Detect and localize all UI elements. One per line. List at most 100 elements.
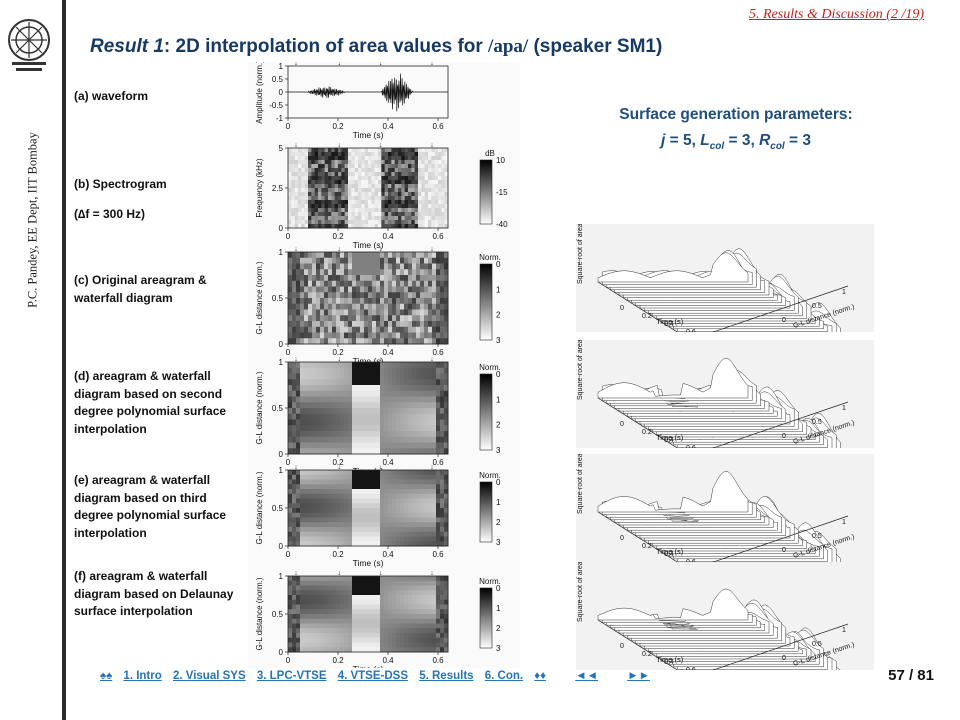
areagram-cell bbox=[388, 309, 393, 316]
areagram-cell bbox=[316, 431, 321, 438]
areagram-cell bbox=[328, 442, 333, 449]
spectrogram-cell bbox=[314, 224, 319, 229]
areagram-cell bbox=[316, 292, 321, 299]
areagram-cell bbox=[380, 315, 385, 322]
areagram-cell bbox=[344, 431, 349, 438]
areagram-cell bbox=[304, 280, 309, 287]
areagram-cell bbox=[392, 522, 397, 528]
areagram-cell bbox=[304, 493, 309, 499]
nav-intro-link[interactable]: 1. Intro bbox=[123, 670, 162, 682]
spectrogram-cell bbox=[391, 148, 396, 153]
areagram-cell bbox=[320, 269, 325, 276]
areagram-cell bbox=[324, 326, 329, 333]
areagram-cell bbox=[296, 527, 301, 533]
spectrogram-cell bbox=[428, 204, 432, 209]
areagram-cell bbox=[400, 479, 405, 485]
areagram-cell bbox=[328, 332, 333, 339]
areagram-cell bbox=[340, 527, 345, 533]
nav-prev-link[interactable]: ◄◄ bbox=[575, 670, 599, 682]
areagram-cell bbox=[436, 419, 441, 426]
nav-next-link[interactable]: ►► bbox=[627, 670, 650, 682]
areagram-cell bbox=[384, 493, 389, 499]
colorbar-tick-label: 0 bbox=[496, 260, 501, 269]
spectrogram-cell bbox=[404, 180, 409, 185]
areagram-cell bbox=[300, 489, 305, 495]
areagram-cell bbox=[428, 474, 433, 480]
areagram-cell bbox=[328, 647, 333, 653]
areagram-cell bbox=[400, 315, 405, 322]
colorbar-tick-label: 1 bbox=[496, 395, 501, 404]
areagram-cell bbox=[288, 479, 293, 485]
spectrogram-cell bbox=[334, 192, 339, 197]
nav-con-link[interactable]: 6. Con. bbox=[484, 670, 524, 682]
areagram-cell bbox=[392, 442, 397, 449]
spectrogram-cell bbox=[444, 192, 449, 197]
areagram-cell bbox=[400, 379, 405, 386]
colorbar-tick-label: 3 bbox=[496, 644, 501, 653]
areagram-cell bbox=[292, 257, 297, 264]
nav-vtse-dss-link[interactable]: 4. VTSE-DSS bbox=[337, 670, 409, 682]
areagram-cell bbox=[348, 315, 353, 322]
nav-up-link[interactable]: ♦♦ bbox=[534, 670, 547, 682]
spectrogram-cell bbox=[358, 220, 362, 225]
spectrogram-cell bbox=[318, 160, 322, 165]
areagram-cell bbox=[392, 531, 397, 537]
spectrogram-cell bbox=[411, 156, 416, 161]
areagram-cell bbox=[288, 315, 293, 322]
areagram-cell bbox=[288, 628, 293, 634]
spectrogram-cell bbox=[444, 164, 449, 169]
areagram-cell bbox=[352, 315, 357, 322]
spectrogram-cell bbox=[444, 212, 449, 217]
areagram-cell bbox=[444, 576, 449, 582]
areagram-cell bbox=[424, 595, 429, 601]
areagram-cell bbox=[392, 280, 397, 287]
areagram-cell bbox=[384, 257, 389, 264]
areagram-cell bbox=[372, 604, 377, 610]
colorbar bbox=[479, 159, 493, 225]
areagram-cell bbox=[388, 536, 393, 542]
areagram-cell bbox=[328, 385, 333, 392]
areagram-cell bbox=[304, 609, 309, 615]
areagram-cell bbox=[288, 585, 293, 591]
areagram-cell bbox=[404, 637, 409, 643]
colorbar-tick-label: 0 bbox=[496, 584, 501, 593]
areagram-cell bbox=[440, 580, 445, 586]
areagram-cell bbox=[380, 599, 385, 605]
spectrogram-cell bbox=[288, 168, 292, 173]
nav-results-link[interactable]: 5. Results bbox=[419, 670, 474, 682]
areagram-cell bbox=[380, 362, 385, 369]
areagram-cell bbox=[288, 436, 293, 443]
colorbar-tick-label: 2 bbox=[496, 624, 501, 633]
areagram-cell bbox=[436, 431, 441, 438]
spectrogram-cell bbox=[408, 184, 412, 189]
areagram-cell bbox=[420, 484, 425, 490]
areagram-cell bbox=[432, 623, 437, 629]
areagram-cell bbox=[324, 604, 329, 610]
areagram-cell bbox=[376, 517, 381, 523]
areagram-cell bbox=[364, 402, 369, 409]
areagram-cell bbox=[316, 413, 321, 420]
areagram-cell bbox=[360, 326, 365, 333]
areagram-cell bbox=[436, 326, 441, 333]
areagram-cell bbox=[392, 484, 397, 490]
nav-first-link[interactable]: ♠♠ bbox=[100, 670, 113, 682]
areagram-cell bbox=[352, 390, 357, 397]
spectrogram-cell bbox=[288, 180, 292, 185]
spectrogram-cell bbox=[294, 180, 299, 185]
spectrogram-cell bbox=[368, 224, 372, 229]
spectrogram-cell bbox=[441, 192, 446, 197]
nav-lpc-vtse-link[interactable]: 3. LPC-VTSE bbox=[256, 670, 327, 682]
section-header-link[interactable]: 5. Results & Discussion (2 /19) bbox=[749, 7, 924, 22]
areagram-cell bbox=[364, 298, 369, 305]
areagram-cell bbox=[384, 517, 389, 523]
areagram-cell bbox=[360, 470, 365, 476]
spectrogram-cell bbox=[364, 168, 369, 173]
areagram-cell bbox=[324, 541, 329, 547]
nav-visual-sys-link[interactable]: 2. Visual SYS bbox=[172, 670, 246, 682]
areagram-cell bbox=[300, 263, 305, 270]
waterfall-t-tick: 0.4 bbox=[664, 437, 674, 444]
spectrogram-cell bbox=[348, 176, 352, 181]
areagram-cell bbox=[400, 614, 405, 620]
spectrogram-cell bbox=[388, 224, 392, 229]
areagram-cell bbox=[380, 442, 385, 449]
